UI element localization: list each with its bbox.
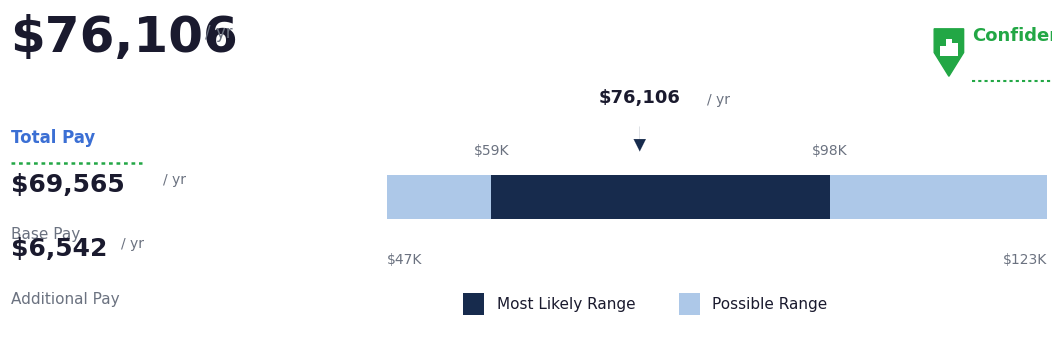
Bar [939,46,946,56]
Bar [952,43,958,56]
Text: $59K: $59K [473,144,509,158]
Text: $76,106: $76,106 [11,14,238,62]
Text: Possible Range: Possible Range [712,297,828,312]
Text: Confident: Confident [972,27,1052,45]
Text: / yr: / yr [163,173,186,187]
Text: / yr: / yr [121,237,144,251]
Text: / yr: / yr [707,93,730,107]
Text: Most Likely Range: Most Likely Range [497,297,635,312]
Text: Total Pay: Total Pay [11,129,95,147]
Text: / yr: / yr [205,24,232,42]
Bar [463,293,484,315]
Text: $47K: $47K [387,253,423,266]
Text: $123K: $123K [1003,253,1047,266]
Text: $69,565: $69,565 [11,173,124,197]
Bar [491,175,830,219]
Bar [679,293,700,315]
Text: $6,542: $6,542 [11,237,107,261]
Polygon shape [934,29,964,76]
Text: Base Pay: Base Pay [11,227,80,242]
Bar [387,175,1047,219]
Text: $98K: $98K [812,144,848,158]
Bar [946,39,952,56]
Text: $76,106: $76,106 [599,89,681,107]
Text: Additional Pay: Additional Pay [11,292,119,306]
